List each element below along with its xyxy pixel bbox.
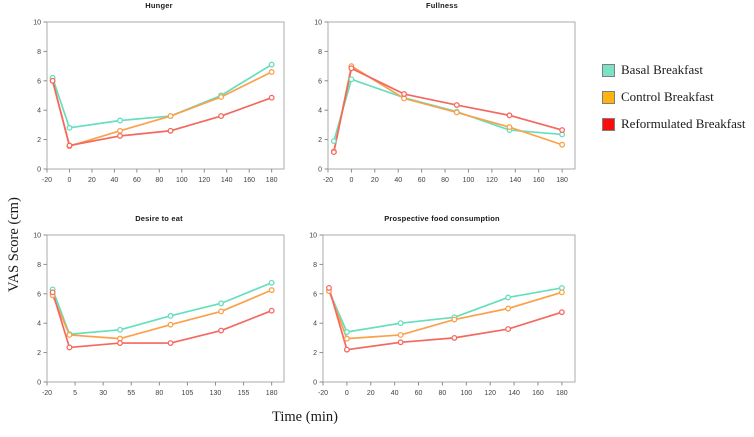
panel-prospective-food-consumption: Prospective food consumption 0 2 4 6 8 10 -20 0…	[305, 213, 579, 415]
legend-label-reformulated: Reformulated Breakfast	[621, 116, 746, 131]
svg-text:-20: -20	[42, 177, 52, 184]
svg-text:80: 80	[155, 177, 163, 184]
svg-text:0: 0	[345, 390, 349, 397]
svg-text:10: 10	[314, 20, 322, 27]
svg-text:6: 6	[37, 78, 41, 85]
legend-item-reformulated: Reformulated Breakfast	[602, 116, 746, 132]
legend-swatch-reformulated	[602, 117, 615, 131]
chart-desire-to-eat: 0 2 4 6 8 10 -20 5 30 55 80 105 130 155 180	[33, 233, 285, 397]
panel-title-desire-to-eat: Desire to eat	[135, 214, 183, 223]
svg-text:20: 20	[371, 177, 379, 184]
svg-text:0: 0	[318, 167, 322, 174]
svg-text:4: 4	[318, 108, 322, 115]
panel-desire-to-eat: Desire to eat 0 2 4 6 8 10 -20 5 30 55 80 105 130 155…	[28, 213, 290, 415]
legend-swatch-control	[602, 90, 615, 104]
svg-text:10: 10	[33, 233, 41, 240]
legend-swatch-basal	[602, 63, 615, 77]
svg-text:2: 2	[318, 137, 322, 144]
svg-text:40: 40	[394, 177, 402, 184]
svg-text:2: 2	[37, 137, 41, 144]
svg-text:140: 140	[509, 177, 521, 184]
svg-text:100: 100	[463, 177, 475, 184]
svg-text:140: 140	[221, 177, 233, 184]
panel-fullness: Fullness 0 2 4 6 8 10 -20 0 20 40 60 80 100 120 140 160…	[305, 0, 579, 202]
svg-text:40: 40	[391, 390, 399, 397]
svg-text:10: 10	[309, 233, 317, 240]
svg-text:6: 6	[37, 291, 41, 298]
svg-text:4: 4	[313, 321, 317, 328]
legend-label-basal: Basal Breakfast	[621, 62, 703, 77]
svg-text:0: 0	[349, 177, 353, 184]
svg-text:180: 180	[556, 390, 568, 397]
legend-item-control: Control Breakfast	[602, 89, 746, 105]
svg-text:0: 0	[37, 380, 41, 387]
svg-text:8: 8	[37, 262, 41, 269]
svg-text:20: 20	[88, 177, 96, 184]
svg-text:60: 60	[133, 177, 141, 184]
svg-text:2: 2	[37, 350, 41, 357]
svg-text:120: 120	[484, 390, 496, 397]
svg-text:80: 80	[155, 390, 163, 397]
svg-text:130: 130	[210, 390, 222, 397]
svg-text:105: 105	[182, 390, 194, 397]
svg-text:10: 10	[33, 20, 41, 27]
svg-text:-20: -20	[323, 177, 333, 184]
svg-text:180: 180	[556, 177, 568, 184]
panel-title-fullness: Fullness	[425, 1, 459, 10]
svg-text:60: 60	[415, 390, 423, 397]
panel-hunger: Hunger 0 2 4 6 8 10 -20 0 20 40 60 80 100 120 140 160 18…	[28, 0, 290, 202]
x-axis-label: Time (min)	[272, 409, 338, 425]
panel-title-hunger: Hunger	[145, 1, 173, 10]
svg-text:80: 80	[439, 390, 447, 397]
svg-text:55: 55	[127, 390, 135, 397]
svg-text:0: 0	[68, 177, 72, 184]
svg-text:8: 8	[313, 262, 317, 269]
svg-text:40: 40	[110, 177, 118, 184]
svg-text:120: 120	[486, 177, 498, 184]
svg-text:20: 20	[367, 390, 375, 397]
svg-text:60: 60	[418, 177, 426, 184]
legend-label-control: Control Breakfast	[621, 89, 714, 104]
svg-text:2: 2	[313, 350, 317, 357]
svg-text:30: 30	[99, 390, 107, 397]
svg-text:160: 160	[243, 177, 255, 184]
svg-text:4: 4	[37, 108, 41, 115]
svg-text:120: 120	[198, 177, 210, 184]
svg-text:6: 6	[313, 291, 317, 298]
svg-text:0: 0	[37, 167, 41, 174]
svg-text:6: 6	[318, 78, 322, 85]
svg-text:155: 155	[238, 390, 250, 397]
svg-text:100: 100	[176, 177, 188, 184]
svg-text:140: 140	[508, 390, 520, 397]
svg-text:160: 160	[533, 177, 545, 184]
svg-text:5: 5	[73, 390, 77, 397]
y-axis-label: VAS Score (cm)	[6, 197, 22, 292]
svg-text:8: 8	[37, 49, 41, 56]
svg-text:-20: -20	[42, 390, 52, 397]
legend-item-basal: Basal Breakfast	[602, 62, 746, 78]
svg-text:160: 160	[532, 390, 544, 397]
svg-text:0: 0	[313, 380, 317, 387]
svg-text:80: 80	[441, 177, 449, 184]
legend: Basal Breakfast Control Breakfast Reform…	[602, 62, 746, 143]
svg-text:180: 180	[266, 177, 278, 184]
panel-title-prospective-food-consumption: Prospective food consumption	[384, 214, 500, 223]
svg-text:8: 8	[318, 49, 322, 56]
svg-text:-20: -20	[318, 390, 328, 397]
svg-text:180: 180	[266, 390, 278, 397]
svg-text:4: 4	[37, 321, 41, 328]
svg-text:100: 100	[460, 390, 472, 397]
